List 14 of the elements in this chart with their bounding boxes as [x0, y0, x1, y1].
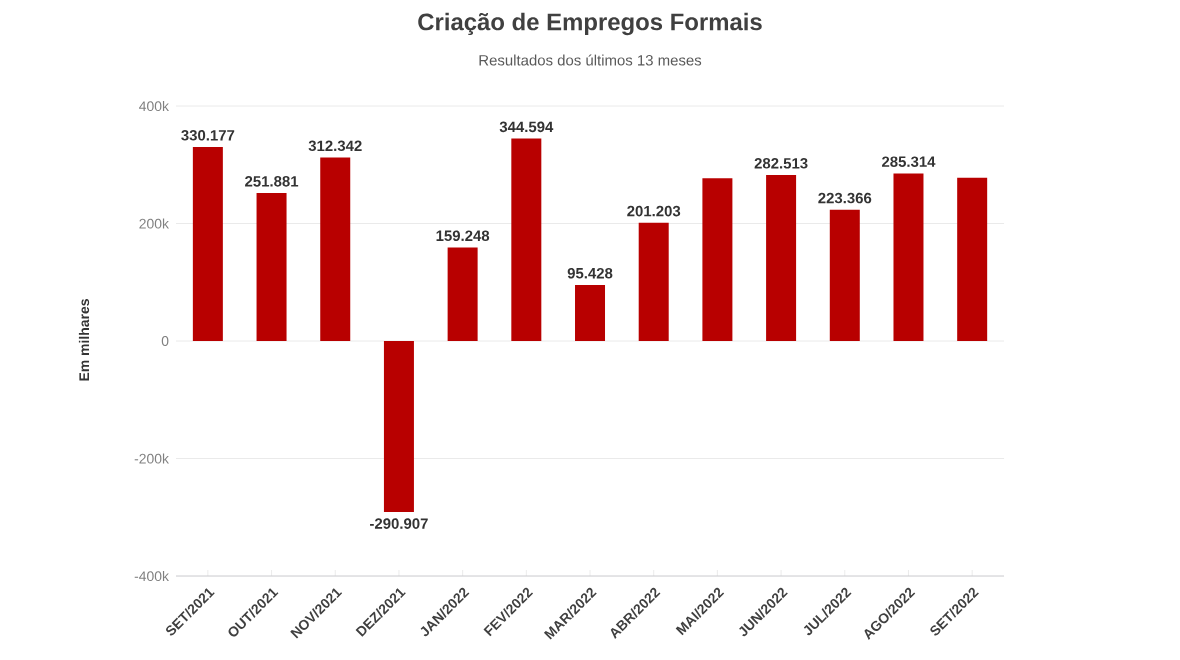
bar [383, 341, 414, 512]
bar [638, 222, 669, 341]
chart-title: Criação de Empregos Formais [418, 12, 762, 36]
bar [575, 284, 606, 341]
bar [766, 175, 797, 341]
bar [702, 178, 733, 341]
bar [447, 247, 478, 341]
bar [256, 193, 287, 341]
bar [829, 209, 860, 341]
bar [893, 173, 924, 341]
bar [192, 147, 223, 341]
bar [511, 138, 542, 341]
bar [320, 157, 351, 341]
bar [957, 177, 988, 341]
